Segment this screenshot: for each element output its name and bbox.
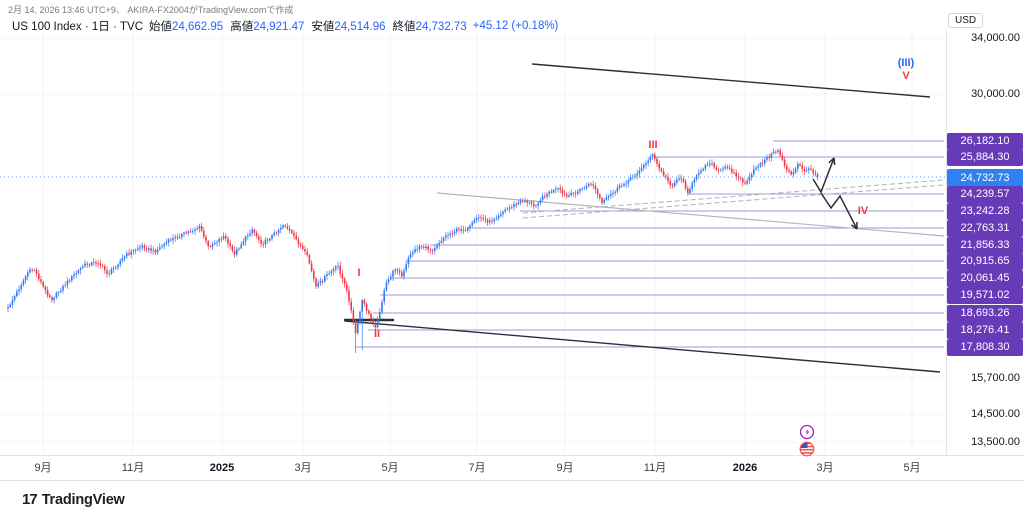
projection-arrow[interactable]	[812, 157, 835, 194]
x-axis-tick: 11月	[121, 462, 145, 474]
trendline[interactable]	[531, 63, 931, 98]
y-axis-tick: 15,700.00	[971, 372, 1020, 384]
currency-label[interactable]: USD	[948, 13, 984, 28]
ohlc-field: 高値24,921.47	[230, 21, 305, 33]
event-markers[interactable]	[796, 424, 820, 458]
candlestick-series	[7, 147, 819, 353]
price-level-badge[interactable]: 21,856.33	[947, 236, 1023, 254]
price-axis-border	[946, 28, 947, 455]
trendline[interactable]	[436, 192, 945, 237]
wave-label-I[interactable]: I	[357, 267, 360, 279]
projection-arrow[interactable]	[820, 192, 858, 230]
ohlc-field: 始値24,662.95	[149, 21, 224, 33]
price-level-badge[interactable]: 25,884.30	[947, 148, 1023, 166]
price-level-badge[interactable]: 26,182.10	[947, 132, 1023, 150]
y-axis-tick: 14,500.00	[971, 408, 1020, 420]
price-level-badge[interactable]: 20,915.65	[947, 252, 1023, 270]
price-level-badge[interactable]: 17,808.30	[947, 338, 1023, 356]
y-axis-tick: 34,000.00	[971, 32, 1020, 44]
tradingview-logo[interactable]: 17 TradingView	[22, 491, 125, 508]
change-value: +45.12 (+0.18%)	[472, 20, 559, 32]
footer-border	[0, 480, 1024, 481]
price-level-badge[interactable]: 23,242.28	[947, 202, 1023, 220]
x-axis-tick: 2025	[209, 462, 235, 474]
wave-label-V[interactable]: V	[902, 70, 910, 82]
y-axis-tick: 13,500.00	[971, 436, 1020, 448]
projection-arrowhead	[833, 157, 836, 166]
tradingview-logo-icon: 17	[22, 491, 38, 508]
price-level-badge[interactable]: 20,061.45	[947, 269, 1023, 287]
time-axis-border	[0, 455, 1024, 456]
projection-arrowhead	[850, 224, 858, 230]
ohlc-field: 終値24,732.73	[392, 21, 467, 33]
x-axis-tick: 2026	[732, 462, 758, 474]
x-axis-tick: 11月	[643, 462, 667, 474]
projection-arrowhead	[828, 157, 835, 164]
wave-label-IV[interactable]: IV	[858, 205, 869, 217]
price-level-badge[interactable]: 24,239.57	[947, 185, 1023, 203]
symbol-legend[interactable]: US 100 Index · 1日 · TVC 始値24,662.95 高値24,…	[12, 18, 558, 34]
trendline[interactable]	[344, 320, 941, 373]
price-level-badge[interactable]: 18,276.41	[947, 321, 1023, 339]
x-axis-tick: 7月	[468, 462, 486, 474]
ohlc-field: 安値24,514.96	[311, 21, 386, 33]
x-axis-tick: 3月	[816, 462, 834, 474]
economic-event-icon[interactable]	[799, 424, 815, 440]
wave-label-III[interactable]: (III)	[898, 57, 915, 69]
us-flag-icon[interactable]	[799, 441, 815, 457]
price-level-badge[interactable]: 22,763.31	[947, 219, 1023, 237]
wave-label-III[interactable]: III	[648, 139, 657, 151]
symbol-title[interactable]: US 100 Index · 1日 · TVC	[12, 21, 144, 33]
x-axis-tick: 3月	[294, 462, 312, 474]
y-axis-tick: 30,000.00	[971, 88, 1020, 100]
wave-label-II[interactable]: II	[374, 328, 380, 340]
x-axis-tick: 9月	[556, 462, 574, 474]
x-axis-tick: 5月	[381, 462, 399, 474]
x-axis-tick: 9月	[34, 462, 52, 474]
ohlc-values: 始値24,662.95 高値24,921.47 安値24,514.96 終値24,73…	[149, 18, 467, 34]
price-level-badge[interactable]: 19,571.02	[947, 286, 1023, 304]
trendline[interactable]	[522, 184, 945, 219]
x-axis-tick: 5月	[903, 462, 921, 474]
tradingview-logo-text: TradingView	[41, 491, 125, 508]
chart-attribution: 2月 14, 2026 13:46 UTC+9、 AKIRA-FX2004がTr…	[8, 5, 294, 15]
trendline[interactable]	[522, 179, 945, 214]
price-level-badge[interactable]: 18,693.26	[947, 304, 1023, 322]
last-price-badge[interactable]: 24,732.73	[947, 168, 1023, 187]
